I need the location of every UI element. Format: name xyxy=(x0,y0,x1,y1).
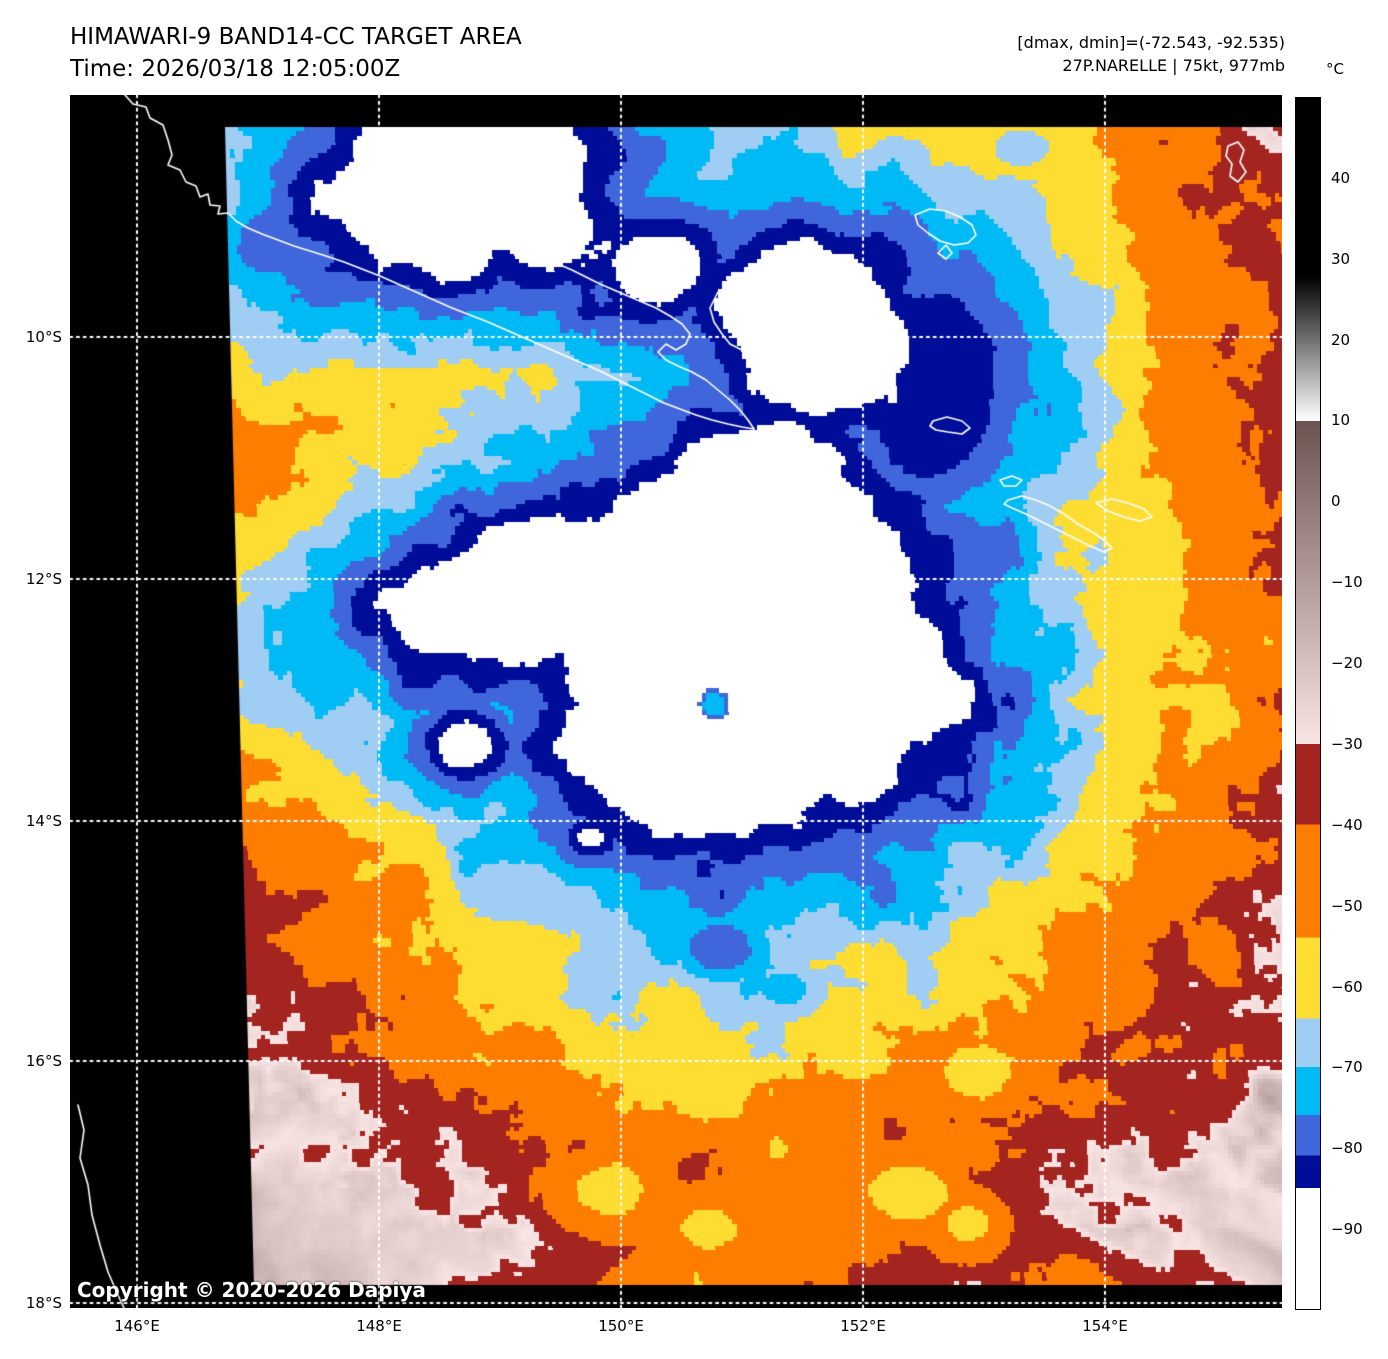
colorbar-tick-label: 10 xyxy=(1331,411,1351,430)
colorbar-tick-label: 20 xyxy=(1331,330,1351,349)
colorbar-tick-label: −50 xyxy=(1331,896,1363,915)
y-tick-label: 16°S xyxy=(25,1052,62,1070)
colorbar-tick-label: −40 xyxy=(1331,815,1363,834)
colorbar-tick-label: −80 xyxy=(1331,1139,1363,1158)
y-tick-label: 12°S xyxy=(25,570,62,588)
x-tick-label: 148°E xyxy=(356,1317,402,1335)
colorbar-tick-label: −30 xyxy=(1331,734,1363,753)
y-tick-label: 14°S xyxy=(25,812,62,830)
colorbar-tick-label: 0 xyxy=(1331,492,1341,511)
colorbar-tick-label: −60 xyxy=(1331,977,1363,996)
storm-info-annotation: 27P.NARELLE | 75kt, 977mb xyxy=(1062,56,1285,75)
x-tick-label: 146°E xyxy=(114,1317,160,1335)
satellite-map-canvas xyxy=(70,95,1282,1308)
colorbar-unit-label: °C xyxy=(1326,60,1344,78)
colorbar-tick-label: 40 xyxy=(1331,168,1351,187)
colorbar-tick-label: −70 xyxy=(1331,1058,1363,1077)
dmax-dmin-annotation: [dmax, dmin]=(-72.543, -92.535) xyxy=(1017,33,1285,52)
colorbar-tick-label: −20 xyxy=(1331,654,1363,673)
plot-title: HIMAWARI-9 BAND14-CC TARGET AREA xyxy=(70,24,522,50)
y-tick-label: 10°S xyxy=(25,328,62,346)
x-tick-label: 152°E xyxy=(840,1317,886,1335)
colorbar-tick-label: 30 xyxy=(1331,249,1351,268)
x-tick-label: 150°E xyxy=(598,1317,644,1335)
colorbar-tick-label: −10 xyxy=(1331,573,1363,592)
copyright-label: Copyright © 2020-2026 Dapiya xyxy=(77,1278,426,1302)
colorbar-tick-label: −90 xyxy=(1331,1220,1363,1239)
x-tick-label: 154°E xyxy=(1082,1317,1128,1335)
y-tick-label: 18°S xyxy=(25,1294,62,1312)
colorbar xyxy=(1295,97,1321,1310)
plot-time-subtitle: Time: 2026/03/18 12:05:00Z xyxy=(70,56,401,82)
